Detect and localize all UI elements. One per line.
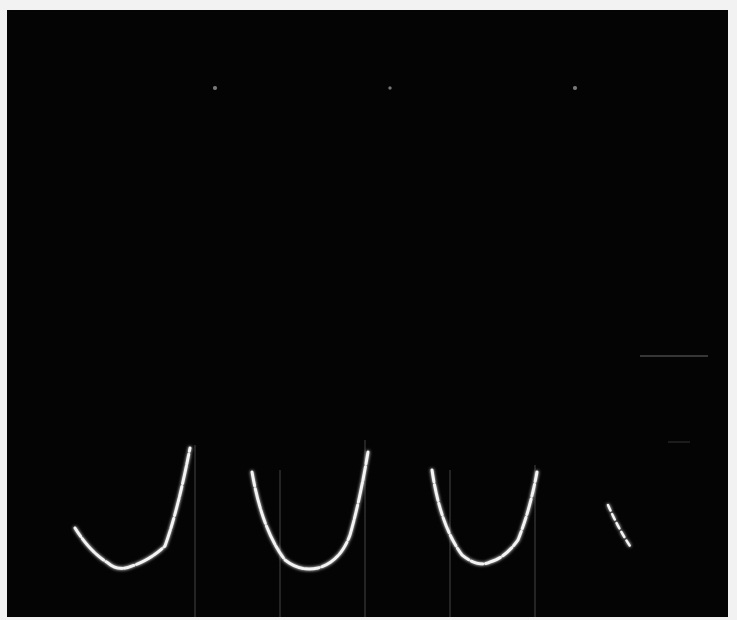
traces	[73, 446, 632, 571]
top-dots	[213, 86, 577, 90]
dot	[573, 86, 577, 90]
dot	[213, 86, 217, 90]
trace	[250, 450, 370, 571]
dot	[388, 86, 392, 90]
trace	[73, 446, 192, 570]
screen	[7, 10, 728, 617]
trace	[606, 503, 632, 548]
trace	[430, 468, 539, 566]
